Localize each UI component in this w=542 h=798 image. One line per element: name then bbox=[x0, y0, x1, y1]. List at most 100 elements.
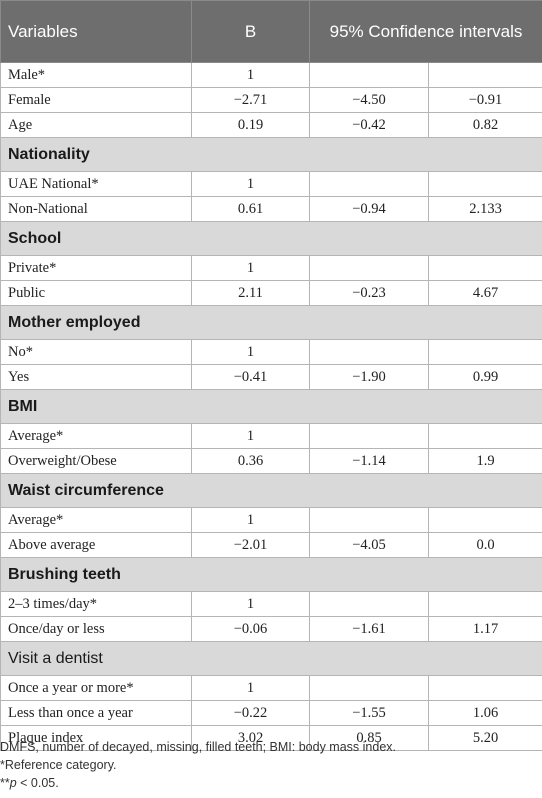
section-label: Waist circumference bbox=[0, 473, 542, 508]
ci-upper-cell: 5.20 bbox=[428, 725, 542, 751]
footnote-stars: ** bbox=[0, 776, 10, 790]
variable-cell: 2–3 times/day* bbox=[0, 591, 192, 617]
ci-lower-cell: −1.55 bbox=[309, 700, 429, 726]
ci-upper-cell: −0.91 bbox=[428, 87, 542, 113]
b-cell: 1 bbox=[191, 171, 310, 197]
ci-lower-cell: −0.42 bbox=[309, 112, 429, 138]
variable-cell: No* bbox=[0, 339, 192, 365]
footnote-p: p bbox=[9, 776, 17, 790]
variable-cell: Private* bbox=[0, 255, 192, 281]
variable-cell: UAE National* bbox=[0, 171, 192, 197]
variable-cell: Public bbox=[0, 280, 192, 306]
section-header-row: School bbox=[0, 221, 542, 256]
b-cell: 1 bbox=[191, 507, 310, 533]
ci-lower-cell bbox=[309, 339, 429, 365]
table-row: 2–3 times/day* 1 bbox=[0, 591, 542, 617]
b-cell: 3.02 bbox=[191, 725, 310, 751]
ci-upper-cell bbox=[428, 507, 542, 533]
variable-cell: Male* bbox=[0, 62, 192, 88]
ci-lower-cell: −4.50 bbox=[309, 87, 429, 113]
section-header-row: BMI bbox=[0, 389, 542, 424]
regression-table-container: Variables B 95% Confidence intervals Mal… bbox=[0, 0, 542, 751]
ci-lower-cell bbox=[309, 423, 429, 449]
table-body: Male* 1 Female −2.71 −4.50 −0.91 Age 0.19 −0.42 0… bbox=[0, 62, 542, 751]
ci-upper-cell bbox=[428, 423, 542, 449]
table-row: Once/day or less −0.06 −1.61 1.17 bbox=[0, 616, 542, 642]
header-confidence-intervals: 95% Confidence intervals bbox=[309, 0, 542, 63]
ci-lower-cell: −1.61 bbox=[309, 616, 429, 642]
b-cell: 0.19 bbox=[191, 112, 310, 138]
table-row: Plaque index 3.02 0.85 5.20 bbox=[0, 725, 542, 751]
variable-cell: Overweight/Obese bbox=[0, 448, 192, 474]
ci-upper-cell: 1.06 bbox=[428, 700, 542, 726]
ci-upper-cell: 2.133 bbox=[428, 196, 542, 222]
ci-upper-cell bbox=[428, 591, 542, 617]
ci-upper-cell bbox=[428, 255, 542, 281]
ci-upper-cell: 0.0 bbox=[428, 532, 542, 558]
table-row: Male* 1 bbox=[0, 62, 542, 88]
variable-cell: Non-National bbox=[0, 196, 192, 222]
b-cell: −2.01 bbox=[191, 532, 310, 558]
table-header-row: Variables B 95% Confidence intervals bbox=[0, 0, 542, 63]
variable-cell: Yes bbox=[0, 364, 192, 390]
table-footnotes: DMFS, number of decayed, missing, filled… bbox=[0, 738, 542, 792]
b-cell: 1 bbox=[191, 339, 310, 365]
b-cell: 1 bbox=[191, 255, 310, 281]
section-header-row: Waist circumference bbox=[0, 473, 542, 508]
footnote-threshold: < 0.05. bbox=[16, 776, 59, 790]
variable-cell: Average* bbox=[0, 423, 192, 449]
ci-lower-cell bbox=[309, 171, 429, 197]
ci-lower-cell: −1.90 bbox=[309, 364, 429, 390]
table-row: Once a year or more* 1 bbox=[0, 675, 542, 701]
section-label: BMI bbox=[0, 389, 542, 424]
table-row: Above average −2.01 −4.05 0.0 bbox=[0, 532, 542, 558]
b-cell: 1 bbox=[191, 423, 310, 449]
b-cell: −2.71 bbox=[191, 87, 310, 113]
ci-upper-cell: 0.82 bbox=[428, 112, 542, 138]
table-row: Private* 1 bbox=[0, 255, 542, 281]
ci-upper-cell: 0.99 bbox=[428, 364, 542, 390]
ci-upper-cell bbox=[428, 62, 542, 88]
table-row: Average* 1 bbox=[0, 423, 542, 449]
variable-cell: Female bbox=[0, 87, 192, 113]
table-row: Age 0.19 −0.42 0.82 bbox=[0, 112, 542, 138]
table-row: Overweight/Obese 0.36 −1.14 1.9 bbox=[0, 448, 542, 474]
section-label: Visit a dentist bbox=[0, 641, 542, 676]
regression-table: Variables B 95% Confidence intervals Mal… bbox=[0, 0, 542, 751]
table-row: No* 1 bbox=[0, 339, 542, 365]
b-cell: 0.36 bbox=[191, 448, 310, 474]
ci-upper-cell: 1.17 bbox=[428, 616, 542, 642]
table-row: Public 2.11 −0.23 4.67 bbox=[0, 280, 542, 306]
section-header-row: Brushing teeth bbox=[0, 557, 542, 592]
variable-cell: Less than once a year bbox=[0, 700, 192, 726]
ci-upper-cell: 4.67 bbox=[428, 280, 542, 306]
ci-upper-cell bbox=[428, 171, 542, 197]
variable-cell: Once/day or less bbox=[0, 616, 192, 642]
section-header-row: Visit a dentist bbox=[0, 641, 542, 676]
ci-lower-cell: −0.23 bbox=[309, 280, 429, 306]
section-header-row: Mother employed bbox=[0, 305, 542, 340]
section-label: Nationality bbox=[0, 137, 542, 172]
ci-lower-cell bbox=[309, 62, 429, 88]
variable-cell: Age bbox=[0, 112, 192, 138]
ci-upper-cell bbox=[428, 339, 542, 365]
ci-lower-cell bbox=[309, 507, 429, 533]
footnote-significance: **p < 0.05. bbox=[0, 774, 542, 792]
header-b: B bbox=[191, 0, 310, 63]
footnote-reference: *Reference category. bbox=[0, 758, 117, 772]
section-header-row: Nationality bbox=[0, 137, 542, 172]
b-cell: −0.06 bbox=[191, 616, 310, 642]
ci-upper-cell bbox=[428, 675, 542, 701]
b-cell: 2.11 bbox=[191, 280, 310, 306]
b-cell: 1 bbox=[191, 675, 310, 701]
table-row: UAE National* 1 bbox=[0, 171, 542, 197]
ci-lower-cell: −1.14 bbox=[309, 448, 429, 474]
table-row: Less than once a year −0.22 −1.55 1.06 bbox=[0, 700, 542, 726]
section-label: Mother employed bbox=[0, 305, 542, 340]
header-variables: Variables bbox=[0, 0, 192, 63]
ci-lower-cell bbox=[309, 675, 429, 701]
ci-upper-cell: 1.9 bbox=[428, 448, 542, 474]
section-label: Brushing teeth bbox=[0, 557, 542, 592]
b-cell: 1 bbox=[191, 62, 310, 88]
table-row: Yes −0.41 −1.90 0.99 bbox=[0, 364, 542, 390]
